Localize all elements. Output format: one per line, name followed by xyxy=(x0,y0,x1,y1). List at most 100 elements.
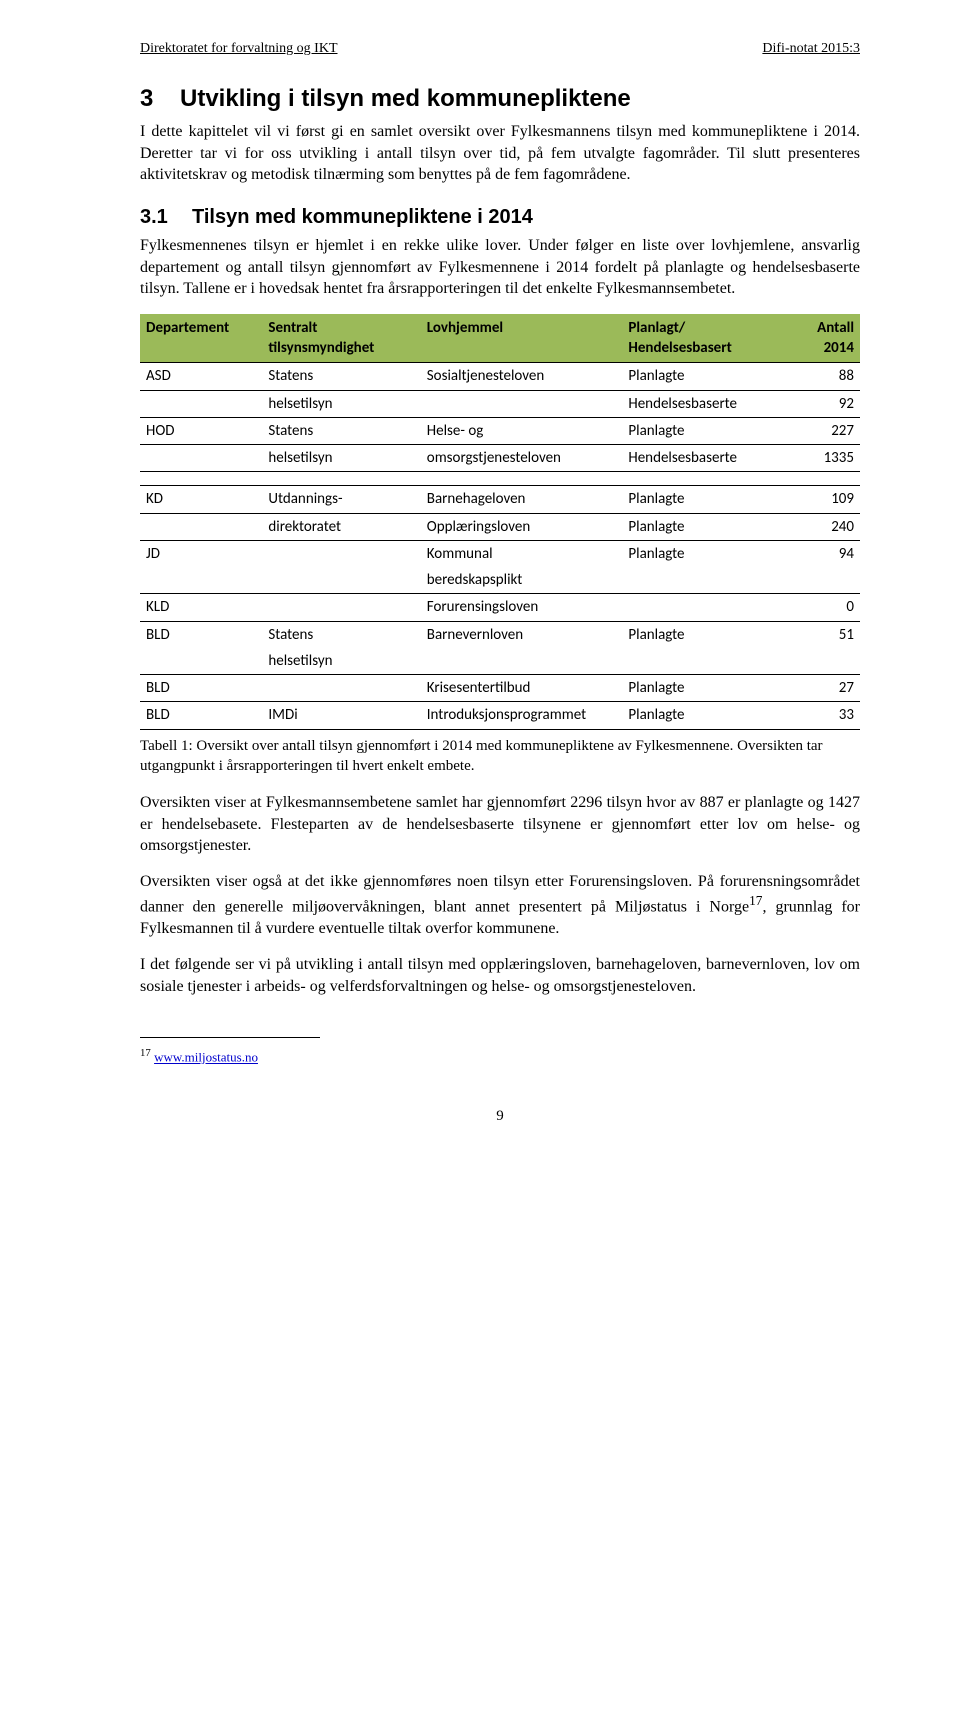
table-cell xyxy=(140,648,262,675)
page-number: 9 xyxy=(140,1106,860,1126)
table-cell: Hendelsesbaserte xyxy=(622,390,780,417)
table-gap xyxy=(140,472,860,486)
section-heading: 3Utvikling i tilsyn med kommunepliktene xyxy=(140,83,860,115)
table-cell: BLD xyxy=(140,702,262,729)
table-cell: direktoratet xyxy=(262,513,420,540)
table-cell xyxy=(140,567,262,594)
table-cell: Utdannings- xyxy=(262,486,420,513)
table-cell: BLD xyxy=(140,675,262,702)
section-intro-paragraph: I dette kapittelet vil vi først gi en sa… xyxy=(140,121,860,186)
table-row: beredskapsplikt xyxy=(140,567,860,594)
table-block-1: ASDStatensSosialtjenestelovenPlanlagte88… xyxy=(140,363,860,472)
table-row: HODStatensHelse- ogPlanlagte227 xyxy=(140,417,860,444)
table-cell: helsetilsyn xyxy=(262,390,420,417)
table-row: KLD Forurensingsloven 0 xyxy=(140,594,860,621)
table-cell: Statens xyxy=(262,417,420,444)
table-cell xyxy=(781,567,860,594)
table-cell xyxy=(622,648,780,675)
table-row: helsetilsynomsorgstjenestelovenHendelses… xyxy=(140,445,860,472)
table-cell: 92 xyxy=(781,390,860,417)
footnote: 17 www.miljostatus.no xyxy=(140,1046,860,1066)
table-cell: Planlagte xyxy=(622,513,780,540)
table-cell: 33 xyxy=(781,702,860,729)
table-cell: KLD xyxy=(140,594,262,621)
table-cell xyxy=(140,445,262,472)
table-row: helsetilsyn xyxy=(140,648,860,675)
table-cell xyxy=(140,513,262,540)
table-row: JD KommunalPlanlagte94 xyxy=(140,540,860,567)
table-cell: Planlagte xyxy=(622,363,780,390)
table-cell xyxy=(262,540,420,567)
col-planlagt: Planlagt/Hendelsesbasert xyxy=(622,314,780,363)
table-cell: ASD xyxy=(140,363,262,390)
table-caption: Tabell 1: Oversikt over antall tilsyn gj… xyxy=(140,736,860,777)
table-cell: 51 xyxy=(781,621,860,648)
table-cell: 240 xyxy=(781,513,860,540)
table-cell xyxy=(622,594,780,621)
footnote-ref: 17 xyxy=(749,893,762,908)
table-cell: Introduksjonsprogrammet xyxy=(421,702,623,729)
footnote-link[interactable]: www.miljostatus.no xyxy=(154,1050,258,1065)
table-cell: Planlagte xyxy=(622,702,780,729)
table-cell: 0 xyxy=(781,594,860,621)
table-cell xyxy=(781,648,860,675)
subsection-intro-paragraph: Fylkesmennenes tilsyn er hjemlet i en re… xyxy=(140,235,860,300)
table-cell: Planlagte xyxy=(622,540,780,567)
table-row: KDUtdannings-BarnehagelovenPlanlagte109 xyxy=(140,486,860,513)
table-header: Departement Sentralttilsynsmyndighet Lov… xyxy=(140,314,860,363)
table-cell: beredskapsplikt xyxy=(421,567,623,594)
table-cell: Helse- og xyxy=(421,417,623,444)
table-cell: Planlagte xyxy=(622,417,780,444)
table-row: ASDStatensSosialtjenestelovenPlanlagte88 xyxy=(140,363,860,390)
body-paragraph: I det følgende ser vi på utvikling i ant… xyxy=(140,954,860,997)
col-antall: Antall2014 xyxy=(781,314,860,363)
table-cell xyxy=(140,390,262,417)
body-paragraph: Oversikten viser også at det ikke gjenno… xyxy=(140,871,860,940)
table-row: helsetilsyn Hendelsesbaserte92 xyxy=(140,390,860,417)
table-cell: 1335 xyxy=(781,445,860,472)
header-right: Difi-notat 2015:3 xyxy=(762,40,860,59)
table-cell: 109 xyxy=(781,486,860,513)
subsection-heading: 3.1Tilsyn med kommunepliktene i 2014 xyxy=(140,204,860,231)
header-left: Direktoratet for forvaltning og IKT xyxy=(140,40,338,59)
table-cell xyxy=(262,675,420,702)
table-cell: helsetilsyn xyxy=(262,445,420,472)
table-cell: HOD xyxy=(140,417,262,444)
table-cell: 94 xyxy=(781,540,860,567)
table-cell: Hendelsesbaserte xyxy=(622,445,780,472)
col-lovhjemmel: Lovhjemmel xyxy=(421,314,623,363)
table-cell: Planlagte xyxy=(622,675,780,702)
table-cell: Barnehageloven xyxy=(421,486,623,513)
table-cell: Kommunal xyxy=(421,540,623,567)
section-title-text: Utvikling i tilsyn med kommunepliktene xyxy=(180,85,631,112)
table-cell: Opplæringsloven xyxy=(421,513,623,540)
subsection-title-text: Tilsyn med kommunepliktene i 2014 xyxy=(192,206,533,228)
table-cell: 88 xyxy=(781,363,860,390)
table-cell xyxy=(262,567,420,594)
table-cell: helsetilsyn xyxy=(262,648,420,675)
table-cell: Forurensingsloven xyxy=(421,594,623,621)
table-row: BLDIMDiIntroduksjonsprogrammetPlanlagte3… xyxy=(140,702,860,729)
table-cell: BLD xyxy=(140,621,262,648)
table-cell xyxy=(421,648,623,675)
table-cell: 227 xyxy=(781,417,860,444)
table-cell xyxy=(262,594,420,621)
table-cell: Sosialtjenesteloven xyxy=(421,363,623,390)
table-cell xyxy=(622,567,780,594)
table-cell: KD xyxy=(140,486,262,513)
running-header: Direktoratet for forvaltning og IKT Difi… xyxy=(140,40,860,59)
subsection-number: 3.1 xyxy=(140,204,192,231)
col-departement: Departement xyxy=(140,314,262,363)
table-row: BLDKrisesentertilbudPlanlagte27 xyxy=(140,675,860,702)
table-cell: JD xyxy=(140,540,262,567)
footnote-separator xyxy=(140,1037,320,1038)
table-cell: Planlagte xyxy=(622,621,780,648)
table-cell: Statens xyxy=(262,621,420,648)
table-cell: omsorgstjenesteloven xyxy=(421,445,623,472)
body-paragraph: Oversikten viser at Fylkesmannsembetene … xyxy=(140,792,860,857)
table-block-2: KDUtdannings-BarnehagelovenPlanlagte109d… xyxy=(140,486,860,729)
table-cell: Statens xyxy=(262,363,420,390)
table-cell: Barnevernloven xyxy=(421,621,623,648)
table-cell: IMDi xyxy=(262,702,420,729)
table-cell: Krisesentertilbud xyxy=(421,675,623,702)
